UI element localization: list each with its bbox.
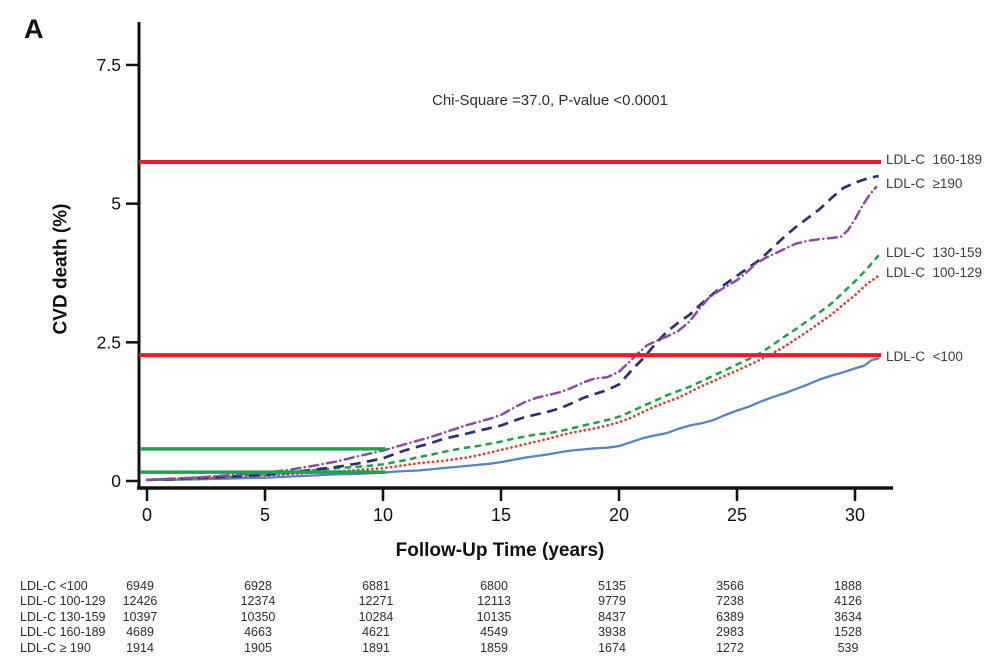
panel-label: A	[24, 14, 44, 44]
risk-count-r5-t5: 1905	[244, 640, 272, 655]
risk-count-r4-t10: 4621	[362, 625, 390, 640]
risk-count-r1-t10: 6881	[362, 579, 390, 593]
x-tick-label-20: 20	[609, 505, 629, 525]
risk-count-r1-t20: 5135	[598, 579, 626, 593]
curve-label-ldl-ge190: LDL-C ≥190	[886, 176, 963, 191]
y-tick-label-5: 5	[111, 194, 121, 214]
risk-count-r2-t5: 12374	[240, 594, 276, 609]
chi-square-annotation: Chi-Square =37.0, P-value <0.0001	[432, 92, 668, 109]
curve-label-ldl-100-129: LDL-C 100-129	[886, 265, 983, 280]
risk-row-label-1: LDL-C <100	[20, 579, 88, 593]
risk-count-r3-t0: 10397	[122, 609, 158, 624]
risk-row-label-4: LDL-C 160-189	[20, 625, 106, 640]
risk-count-r1-t15: 6800	[480, 579, 508, 593]
y-tick-label-0: 0	[111, 471, 121, 491]
risk-count-r2-t15: 12113	[477, 594, 511, 609]
x-axis-title: Follow-Up Time (years)	[395, 540, 605, 561]
curve-label-ldl-160-189: LDL-C 160-189	[886, 152, 983, 167]
risk-count-r4-t15: 4549	[480, 625, 508, 640]
risk-count-r2-t20: 9779	[598, 594, 626, 609]
risk-count-r4-t20: 3938	[598, 625, 626, 640]
y-tick-label-2.5: 2.5	[97, 332, 121, 352]
curve-ldl-100-129	[145, 274, 880, 482]
risk-row-label-5: LDL-C ≥ 190	[20, 640, 91, 655]
risk-count-r5-t0: 1914	[126, 640, 154, 655]
risk-count-r1-t30: 1888	[834, 579, 862, 593]
curve-ldl-160-189	[146, 174, 879, 482]
risk-count-r5-t25: 1272	[716, 640, 744, 655]
curve-ldl-ge190	[145, 185, 878, 482]
curve-ldl-130-159	[146, 254, 880, 482]
risk-count-r2-t30: 4126	[834, 594, 862, 609]
risk-count-r5-t20: 1674	[598, 640, 626, 655]
x-tick-label-15: 15	[491, 505, 511, 525]
risk-count-r3-t30: 3634	[834, 609, 862, 624]
risk-count-r2-t0: 12426	[122, 594, 158, 609]
risk-count-r1-t5: 6928	[244, 579, 272, 593]
curve-label-ldl-130-159: LDL-C 130-159	[886, 245, 983, 260]
risk-count-r5-t30: 539	[837, 640, 859, 655]
x-tick-label-25: 25	[727, 505, 747, 525]
risk-count-r1-t25: 3566	[716, 579, 744, 593]
risk-count-r1-t0: 6949	[126, 579, 154, 593]
risk-count-r4-t5: 4663	[244, 625, 272, 640]
risk-count-r2-t10: 12271	[358, 594, 394, 609]
risk-count-r5-t15: 1859	[480, 640, 508, 655]
x-tick-label-30: 30	[845, 505, 865, 525]
risk-count-r4-t25: 2983	[716, 625, 744, 640]
x-tick-label-0: 0	[142, 505, 152, 525]
risk-count-r5-t10: 1891	[362, 640, 390, 655]
risk-count-r3-t15: 10135	[476, 609, 512, 624]
curve-ldl-lt100	[145, 357, 880, 482]
risk-count-r3-t20: 8437	[598, 609, 626, 624]
risk-count-r2-t25: 7238	[716, 594, 744, 609]
risk-count-r3-t5: 10350	[240, 609, 276, 624]
risk-count-r3-t25: 6389	[716, 609, 744, 624]
risk-count-r4-t30: 1528	[834, 625, 862, 640]
x-tick-label-10: 10	[373, 505, 393, 525]
risk-row-label-2: LDL-C 100-129	[20, 594, 106, 609]
y-tick-label-7.5: 7.5	[97, 55, 121, 75]
risk-count-r4-t0: 4689	[126, 625, 154, 640]
curve-label-ldl-lt100: LDL-C <100	[886, 349, 963, 364]
risk-row-label-3: LDL-C 130-159	[20, 609, 106, 624]
x-tick-label-5: 5	[260, 505, 270, 525]
risk-count-r3-t10: 10284	[358, 609, 394, 624]
